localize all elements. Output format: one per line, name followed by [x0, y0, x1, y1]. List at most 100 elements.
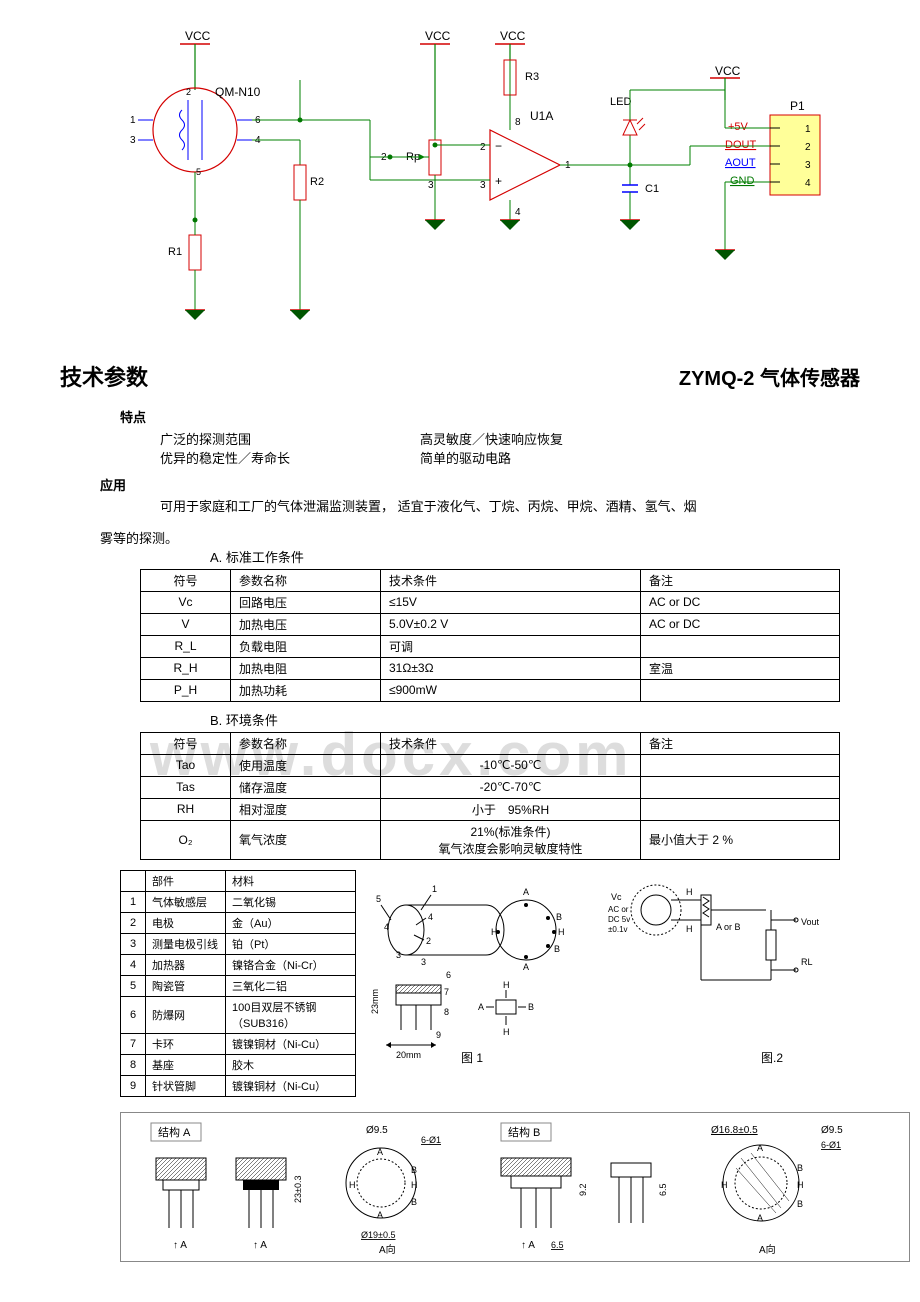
- svg-text:3: 3: [421, 957, 426, 967]
- pt-h0: [121, 870, 146, 891]
- tableB-h0: 符号: [141, 732, 231, 754]
- svg-text:2: 2: [426, 936, 431, 946]
- svg-text:23mm: 23mm: [370, 989, 380, 1014]
- svg-text:9.2: 9.2: [578, 1183, 588, 1196]
- svg-text:20mm: 20mm: [396, 1050, 421, 1060]
- tb-r3c2: 21%(标准条件) 氧气浓度会影响灵敏度特性: [381, 820, 641, 859]
- svg-text:H: H: [503, 1027, 510, 1037]
- ta-r1c0: V: [141, 613, 231, 635]
- feature-1-0: 优异的稳定性／寿命长: [160, 448, 420, 467]
- svg-text:B: B: [554, 944, 560, 954]
- ta-r0c3: AC or DC: [641, 591, 840, 613]
- svg-text:6-Ø1: 6-Ø1: [821, 1140, 841, 1150]
- ta-r0c0: Vc: [141, 591, 231, 613]
- pt-r3c0: 4: [121, 954, 146, 975]
- tb-r2c1: 相对湿度: [231, 798, 381, 820]
- svg-text:3: 3: [480, 180, 486, 191]
- ta-r0c1: 回路电压: [231, 591, 381, 613]
- svg-text:8: 8: [444, 1007, 449, 1017]
- pt-r4c2: 三氧化二铝: [226, 975, 356, 996]
- svg-text:4: 4: [384, 922, 389, 932]
- svg-text:3: 3: [396, 950, 401, 960]
- svg-text:↑ A: ↑ A: [253, 1240, 267, 1251]
- pt-r5c2: 100目双层不锈钢（SUB316）: [226, 996, 356, 1033]
- svg-text:A向: A向: [379, 1243, 396, 1256]
- app-heading: 应用: [100, 475, 860, 494]
- svg-text:H: H: [686, 924, 693, 934]
- pt-r6c2: 镀镍铜材（Ni-Cu）: [226, 1033, 356, 1054]
- pt-h2: 材料: [226, 870, 356, 891]
- tableA-heading: A. 标准工作条件: [210, 547, 860, 566]
- pt-r8c0: 9: [121, 1075, 146, 1096]
- p1-pin1: +5V: [728, 121, 749, 133]
- p1-pin3: AOUT: [725, 157, 756, 169]
- svg-text:6-Ø1: 6-Ø1: [421, 1135, 441, 1145]
- svg-text:A or B: A or B: [716, 922, 741, 932]
- parts-table: 部件 材料 1气体敏感层二氧化锡 2电极金（Au） 3测量电极引线铂（Pt） 4…: [120, 870, 356, 1097]
- figure-1: 5 1 4 2 4 3 3 6 7 8 9 23mm A B H H A B A: [366, 870, 596, 1070]
- table-b: 符号 参数名称 技术条件 备注 Tao使用温度-10℃-50℃ Tas储存温度-…: [140, 732, 840, 860]
- svg-text:6.5: 6.5: [658, 1183, 668, 1196]
- vcc-label-2: VCC: [425, 29, 451, 43]
- svg-text:B: B: [556, 912, 562, 922]
- ta-r3c2: 31Ω±3Ω: [381, 657, 641, 679]
- svg-text:H: H: [797, 1180, 804, 1190]
- svg-text:H: H: [686, 887, 693, 897]
- figure-2: H H A or B Vc AC or DC 5v ±0.1v Vout RL …: [606, 870, 836, 1070]
- vcc-label-3: VCC: [500, 29, 526, 43]
- svg-text:4: 4: [428, 912, 433, 922]
- structure-figures: 结构 A ↑ A ↑ A 23±0.3 Ø9.5 A B H H A B 6-Ø…: [120, 1112, 910, 1262]
- features-block: 广泛的探测范围 高灵敏度／快速响应恢复 优异的稳定性／寿命长 简单的驱动电路: [160, 429, 860, 467]
- tableB-heading: B. 环境条件: [210, 710, 860, 729]
- pt-r2c2: 铂（Pt）: [226, 933, 356, 954]
- ta-r3c0: R_H: [141, 657, 231, 679]
- tb-r0c2: -10℃-50℃: [381, 754, 641, 776]
- gnd-5: [620, 220, 640, 230]
- svg-text:3: 3: [805, 160, 811, 171]
- qm-label: QM-N10: [215, 85, 261, 99]
- svg-text:B: B: [411, 1197, 417, 1207]
- tb-r1c3: [641, 776, 840, 798]
- ta-r2c3: [641, 635, 840, 657]
- pt-r4c1: 陶瓷管: [146, 975, 226, 996]
- svg-text:9: 9: [436, 1030, 441, 1040]
- feature-1-1: 简单的驱动电路: [420, 448, 511, 467]
- tableB-h3: 备注: [641, 732, 840, 754]
- fig1-label: 图 1: [461, 1051, 483, 1065]
- svg-text:2: 2: [805, 142, 811, 153]
- tb-r1c0: Tas: [141, 776, 231, 798]
- tb-r2c0: RH: [141, 798, 231, 820]
- pt-r5c1: 防爆网: [146, 996, 226, 1033]
- tb-r0c1: 使用温度: [231, 754, 381, 776]
- tb-r2c3: [641, 798, 840, 820]
- p1-pin2: DOUT: [725, 139, 756, 151]
- u1a-label: U1A: [530, 109, 553, 123]
- svg-text:Ø16.8±0.5: Ø16.8±0.5: [711, 1125, 758, 1136]
- gnd-6: [715, 250, 735, 260]
- features-heading: 特点: [120, 407, 860, 426]
- feature-0-0: 广泛的探测范围: [160, 429, 420, 448]
- svg-text:3: 3: [428, 180, 434, 191]
- r1-label: R1: [168, 246, 182, 258]
- tb-r2c2: 小于 95%RH: [381, 798, 641, 820]
- svg-text:5: 5: [376, 894, 381, 904]
- svg-text:AC or: AC or: [608, 905, 629, 914]
- struct-b-label: 结构 B: [508, 1125, 540, 1139]
- svg-text:A: A: [757, 1213, 763, 1223]
- p1-pin4: GND: [730, 175, 755, 187]
- svg-text:±0.1v: ±0.1v: [608, 925, 628, 934]
- pt-r6c1: 卡环: [146, 1033, 226, 1054]
- feature-0-1: 高灵敏度／快速响应恢复: [420, 429, 563, 448]
- tb-r1c2: -20℃-70℃: [381, 776, 641, 798]
- svg-text:A: A: [523, 962, 529, 972]
- svg-text:Vout: Vout: [801, 917, 820, 927]
- tableA-h1: 参数名称: [231, 569, 381, 591]
- table-a: 符号 参数名称 技术条件 备注 Vc回路电压≤15VAC or DC V加热电压…: [140, 569, 840, 702]
- c1-label: C1: [645, 183, 659, 195]
- svg-text:4: 4: [515, 207, 521, 218]
- pt-r6c0: 7: [121, 1033, 146, 1054]
- gnd-2: [290, 310, 310, 320]
- title-left: 技术参数: [60, 360, 148, 392]
- ta-r1c3: AC or DC: [641, 613, 840, 635]
- svg-text:B: B: [797, 1199, 803, 1209]
